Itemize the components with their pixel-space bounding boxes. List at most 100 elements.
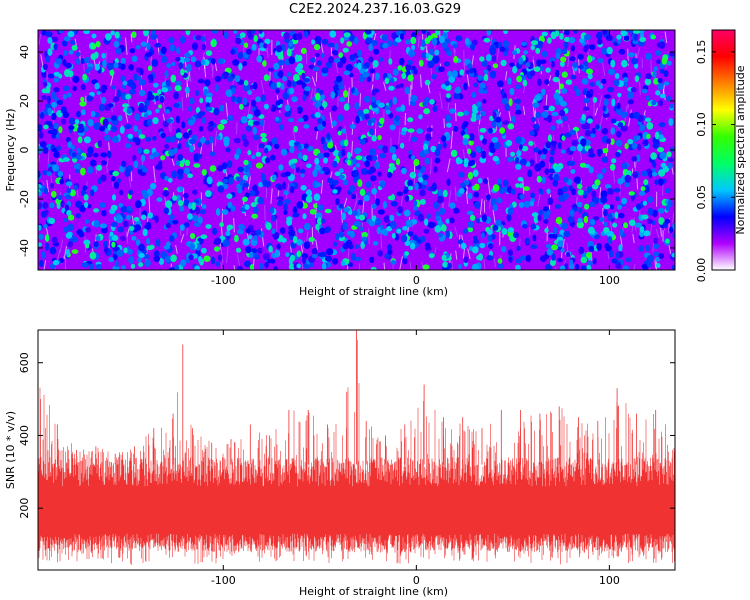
heatmap-cell — [267, 258, 272, 264]
heatmap-streak — [148, 196, 151, 214]
heatmap-cell — [314, 52, 320, 58]
heatmap-cell — [642, 139, 649, 147]
heatmap-cell — [243, 159, 249, 166]
heatmap-cell — [559, 109, 566, 117]
heatmap-cell — [486, 64, 492, 72]
heatmap-cell — [500, 246, 507, 253]
heatmap-cell — [111, 241, 116, 248]
heatmap-cell — [245, 228, 251, 234]
heatmap-cell — [256, 55, 263, 63]
heatmap-cell — [80, 58, 85, 65]
spectrogram-heatmap — [38, 30, 675, 270]
heatmap-cell — [652, 161, 657, 168]
heatmap-cell — [320, 94, 326, 101]
heatmap-cell — [530, 40, 539, 46]
heatmap-cell — [374, 72, 380, 81]
heatmap-cell — [501, 228, 508, 235]
heatmap-cell — [587, 226, 595, 235]
heatmap-cell — [197, 216, 203, 225]
heatmap-cell — [61, 40, 68, 47]
heatmap-cell — [242, 83, 250, 92]
heatmap-streak — [56, 249, 61, 261]
heatmap-cell — [338, 52, 344, 58]
heatmap-cell — [444, 61, 450, 67]
heatmap-cell — [657, 82, 664, 90]
heatmap-cell — [423, 108, 430, 115]
heatmap-cell — [595, 80, 601, 87]
heatmap-cell — [273, 266, 279, 270]
heatmap-cell — [201, 169, 207, 176]
heatmap-cell — [340, 37, 345, 44]
heatmap-cell — [623, 222, 628, 229]
heatmap-cell — [586, 118, 593, 124]
heatmap-cell — [89, 263, 94, 270]
heatmap-cell — [173, 91, 180, 100]
heatmap-cell — [445, 114, 452, 123]
heatmap-cell — [404, 86, 410, 95]
heatmap-cell — [646, 254, 654, 263]
heatmap-cell — [550, 258, 556, 266]
heatmap-cell — [470, 43, 476, 51]
heatmap-cell — [481, 214, 487, 222]
heatmap-cell — [399, 57, 405, 66]
heatmap-cell — [371, 89, 377, 96]
heatmap-cell — [90, 189, 95, 197]
heatmap-cell — [245, 125, 253, 132]
heatmap-cell — [407, 59, 413, 66]
heatmap-cell — [547, 37, 552, 44]
heatmap-cell — [231, 96, 236, 103]
heatmap-cell — [308, 237, 315, 242]
heatmap-cell — [353, 36, 359, 45]
heatmap-cell — [548, 105, 555, 112]
heatmap-cell — [583, 215, 589, 224]
heatmap-cell — [49, 246, 57, 255]
heatmap-cell — [120, 206, 128, 213]
colorbar-tick-label: 0.05 — [695, 185, 708, 210]
snr-y-tick-label: 400 — [18, 425, 31, 446]
heatmap-cell — [227, 160, 233, 169]
heatmap-streak — [214, 130, 218, 147]
heatmap-cell — [370, 175, 377, 182]
heatmap-cell — [560, 56, 567, 63]
heatmap-cell — [138, 134, 146, 140]
heatmap-cell — [201, 247, 207, 254]
heatmap-cell — [197, 142, 203, 148]
heatmap-cell — [76, 57, 81, 65]
heatmap-cell — [132, 137, 140, 143]
heatmap-cell — [383, 215, 391, 223]
heatmap-cell — [407, 74, 414, 82]
heatmap-cell — [650, 34, 656, 40]
heatmap-cell — [536, 40, 544, 46]
heatmap-cell — [154, 42, 162, 48]
heatmap-cell — [659, 134, 664, 140]
heatmap-cell — [346, 151, 352, 160]
heatmap-cell — [253, 35, 258, 43]
heatmap-cell — [296, 201, 304, 209]
heatmap-cell — [365, 181, 371, 189]
heatmap-cell — [154, 215, 159, 224]
heatmap-cell — [453, 93, 460, 100]
heatmap-cell — [366, 155, 372, 161]
heatmap-cell — [270, 154, 276, 161]
heatmap-cell — [545, 141, 552, 149]
heatmap-cell — [548, 57, 556, 63]
heatmap-cell — [665, 188, 671, 194]
heatmap-cell — [519, 194, 525, 200]
heatmap-cell — [142, 228, 148, 237]
heatmap-cell — [263, 74, 270, 82]
heatmap-cell — [180, 259, 187, 267]
heatmap-cell — [518, 57, 524, 65]
heatmap-cell — [252, 134, 260, 141]
heatmap-cell — [421, 52, 427, 59]
heatmap-cell — [658, 217, 665, 225]
heatmap-cell — [590, 218, 596, 226]
heatmap-cell — [93, 220, 100, 228]
heatmap-cell — [215, 261, 221, 267]
heatmap-cell — [111, 85, 116, 90]
heatmap-cell — [263, 103, 269, 110]
heatmap-cell — [583, 45, 589, 53]
heatmap-cell — [249, 264, 255, 270]
heatmap-cell — [38, 124, 43, 132]
heatmap-cell — [444, 80, 450, 87]
heatmap-cell — [569, 209, 575, 217]
